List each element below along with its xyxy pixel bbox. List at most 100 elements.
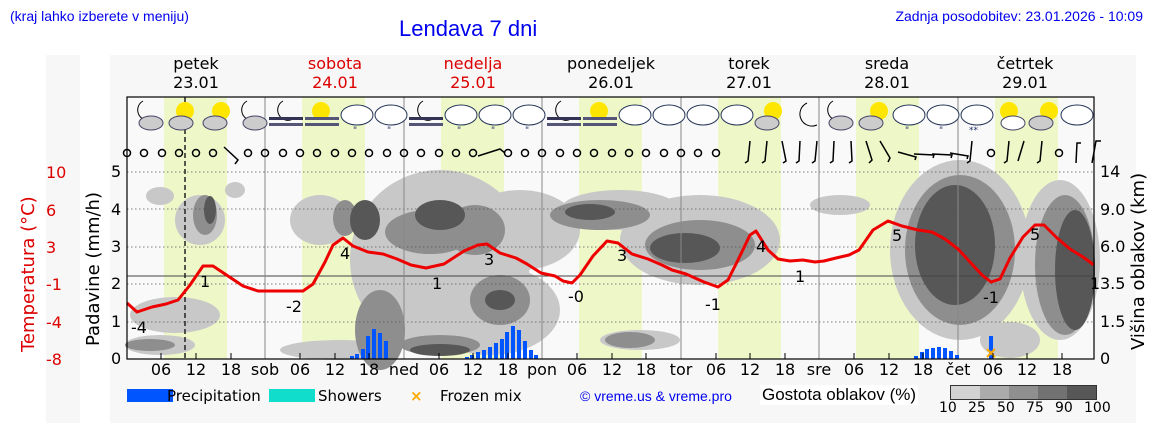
- precipitation-swatch: [127, 389, 173, 402]
- sun-fog-icon: [583, 102, 617, 126]
- cloud-rain-icon: ": [340, 104, 374, 136]
- moon-icon: [799, 102, 818, 127]
- precipitation-bars: [350, 326, 993, 359]
- sun-cloud-icon: [202, 102, 230, 131]
- day-separators: [264, 97, 959, 359]
- svg-text:-1: -1: [983, 288, 999, 307]
- precip-tick: 3: [111, 237, 122, 256]
- precip-tick: 2: [111, 274, 122, 293]
- frozen-mix-icon: ×: [410, 387, 423, 405]
- cloud-rain-icon: ": [374, 104, 408, 136]
- weather-icons: " " " " " " " **: [137, 100, 1094, 136]
- x-tick: pon: [526, 360, 558, 379]
- x-tick: sre: [806, 360, 832, 379]
- svg-text:3: 3: [617, 246, 627, 265]
- cloud-height-tick: 9.0: [1100, 200, 1126, 219]
- x-tick: ned: [388, 360, 420, 379]
- cloud-rain-icon: ": [926, 104, 960, 136]
- precip-tick: 0: [111, 349, 122, 368]
- x-axis-ticks: [160, 353, 1063, 359]
- temp-tick: -4: [46, 313, 62, 332]
- cloudy-icon: [686, 104, 720, 126]
- sun-cloud-icon: [168, 102, 194, 131]
- cloudy-icon: [1060, 104, 1094, 126]
- plot-frame: [126, 96, 1095, 360]
- cloudy-icon: [720, 104, 754, 126]
- x-tick: 12: [185, 360, 207, 379]
- cloud-rain-icon: ": [512, 104, 546, 136]
- svg-text:-0: -0: [568, 287, 584, 306]
- cloud-height-tick: 6.0: [1100, 237, 1126, 256]
- svg-text:": ": [353, 126, 357, 135]
- day-header-6: četrtek 29.01: [996, 54, 1054, 92]
- wind-row: [122, 140, 1101, 165]
- precipitation-axis-label: Padavine (mm/h): [83, 192, 104, 346]
- grid-lines: [127, 171, 1094, 323]
- temp-tick: -8: [46, 350, 62, 369]
- day-header-3: ponedeljek 26.01: [567, 54, 655, 92]
- sun-cloud-icon: [1000, 102, 1026, 131]
- cloud-rain-icon: ": [478, 104, 512, 136]
- weather-icons-row: " " " " " " " **: [127, 97, 1094, 136]
- x-tick: 18: [635, 360, 657, 379]
- svg-text:": ": [387, 126, 391, 135]
- svg-text:": ": [939, 126, 943, 135]
- copyright-link[interactable]: © vreme.us & vreme.pro: [580, 388, 732, 404]
- cloudy-icon: [652, 104, 686, 126]
- x-tick: 18: [1051, 360, 1073, 379]
- x-tick: 12: [1016, 360, 1038, 379]
- temp-tick: -1: [46, 275, 62, 294]
- precip-tick: 5: [111, 162, 122, 181]
- sun-cloud-icon: [754, 102, 782, 131]
- x-tick: 18: [497, 360, 519, 379]
- svg-text:": ": [457, 126, 461, 135]
- frozen-mix-legend-label: Frozen mix: [440, 387, 522, 405]
- moon-cloud-icon: [241, 100, 268, 131]
- x-tick: 12: [739, 360, 761, 379]
- svg-text:": ": [525, 126, 529, 135]
- moon-fog-icon: [269, 100, 303, 126]
- svg-text:5: 5: [892, 226, 902, 245]
- svg-text:": ": [905, 126, 909, 135]
- precip-tick: 4: [111, 200, 122, 219]
- svg-text:-1: -1: [705, 295, 721, 314]
- frozen-mix-marker: [986, 348, 996, 358]
- temp-tick: 3: [46, 238, 57, 257]
- moon-fog-icon: [409, 100, 443, 126]
- x-tick: tor: [669, 360, 693, 379]
- cloud-snow-icon: **: [960, 104, 994, 136]
- cloud-density-label: Gostota oblakov (%): [760, 385, 919, 405]
- precipitation-legend-label: Precipitation: [167, 387, 261, 405]
- day-header-0: petek 23.01: [173, 54, 219, 92]
- cloud-height-axis-label: Višina oblakov (km): [1128, 172, 1149, 350]
- temperature-axis-label: Temperatura (°C): [18, 196, 39, 352]
- x-tick: 06: [843, 360, 865, 379]
- temp-axis-panel: [46, 55, 80, 423]
- svg-text:4: 4: [756, 237, 766, 256]
- svg-text:-4: -4: [131, 318, 147, 337]
- showers-legend-label: Showers: [318, 387, 382, 405]
- svg-text:-2: -2: [286, 297, 302, 316]
- cloud-height-tick: 3.5: [1100, 274, 1126, 293]
- sun-fog-icon: [305, 102, 339, 126]
- cloud-rain-icon: ": [444, 104, 478, 136]
- showers-swatch: [269, 389, 315, 402]
- last-update: Zadnja posodobitev: 23.01.2026 - 10:09: [895, 8, 1143, 24]
- day-header-5: sreda 28.01: [864, 54, 910, 92]
- moon-cloud-icon: [137, 100, 164, 131]
- temperature-line: [125, 219, 1095, 314]
- x-tick: 06: [289, 360, 311, 379]
- x-tick: 06: [428, 360, 450, 379]
- day-header-1: sobota 24.01: [307, 54, 363, 92]
- day-header-2: nedelja 25.01: [443, 54, 503, 92]
- temperature-labels: -4 1 -2 4 1 3 -0 3 -1 4 1 5 -1 5 1: [131, 225, 1100, 337]
- page-title: Lendava 7 dni: [399, 16, 538, 41]
- location-menu-hint[interactable]: (kraj lahko izberete v meniju): [10, 8, 189, 24]
- moon-cloud-icon: [827, 100, 854, 131]
- cloud-density-ticks: 10 25 50 75 90 100: [939, 400, 1111, 416]
- sun-cloud-icon: [1028, 102, 1058, 131]
- cloud-density-map: [125, 160, 1100, 370]
- sun-cloud-icon: [858, 102, 888, 131]
- x-tick: 06: [150, 360, 172, 379]
- cloud-height-tick: 0: [1100, 349, 1111, 368]
